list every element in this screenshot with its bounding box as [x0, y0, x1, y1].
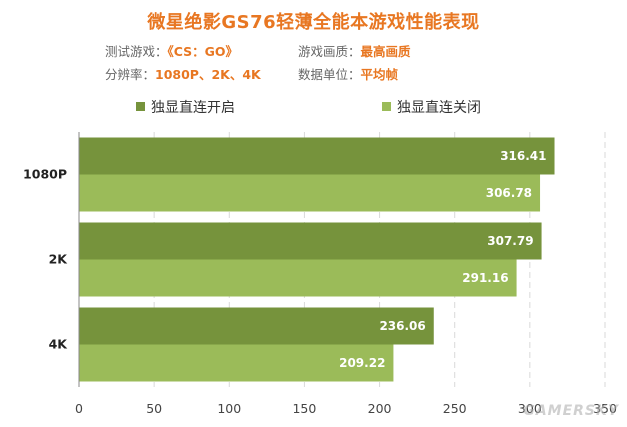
category-label-1080P: 1080P	[23, 167, 67, 182]
bar-4K-off	[79, 344, 394, 382]
x-tick-label-250: 250	[443, 401, 467, 416]
info-quality: 游戏画质：最高画质	[298, 41, 411, 60]
legend-swatch-off	[382, 102, 391, 111]
info-unit-label: 数据单位：	[298, 67, 361, 82]
category-label-4K: 4K	[49, 337, 69, 352]
bar-2K-on	[79, 222, 542, 260]
x-tick-label-350: 350	[593, 401, 617, 416]
legend-label-off: 独显直连关闭	[397, 100, 481, 116]
bar-value-label: 236.06	[379, 319, 425, 333]
bar-1080P-on	[79, 137, 555, 175]
legend-label-on: 独显直连开启	[151, 100, 235, 116]
info-game-value: 《CS：GO》	[167, 44, 239, 59]
info-game: 测试游戏：《CS：GO》	[105, 41, 238, 60]
legend-item-on: 独显直连开启	[136, 97, 235, 117]
bar-1080P-off	[79, 174, 541, 212]
x-tick-label-50: 50	[146, 401, 162, 416]
info-resolution: 分辨率：1080P、2K、4K	[105, 64, 261, 83]
info-resolution-value: 1080P、2K、4K	[155, 67, 261, 82]
legend-item-off: 独显直连关闭	[382, 97, 481, 117]
x-tick-label-0: 0	[75, 401, 83, 416]
bar-value-label: 307.79	[487, 234, 533, 248]
watermark: GAMERSKY	[523, 403, 619, 419]
legend-swatch-on	[136, 102, 145, 111]
chart-title: 微星绝影GS76轻薄全能本游戏性能表现	[147, 12, 480, 33]
info-quality-value: 最高画质	[360, 44, 411, 59]
info-game-label: 测试游戏：	[105, 44, 168, 59]
info-unit: 数据单位：平均帧	[298, 64, 398, 83]
x-tick-label-200: 200	[368, 401, 392, 416]
info-resolution-label: 分辨率：	[105, 67, 156, 82]
category-label-2K: 2K	[49, 252, 69, 267]
bar-2K-off	[79, 259, 517, 297]
info-quality-label: 游戏画质：	[298, 44, 361, 59]
bar-value-label: 306.78	[486, 186, 532, 200]
bar-value-label: 316.41	[500, 149, 546, 163]
bar-value-label: 209.22	[339, 356, 385, 370]
x-tick-label-150: 150	[292, 401, 316, 416]
x-tick-label-300: 300	[518, 401, 542, 416]
bar-4K-on	[79, 307, 434, 345]
bar-value-label: 291.16	[462, 271, 508, 285]
x-tick-label-100: 100	[217, 401, 241, 416]
info-unit-value: 平均帧	[360, 67, 399, 82]
